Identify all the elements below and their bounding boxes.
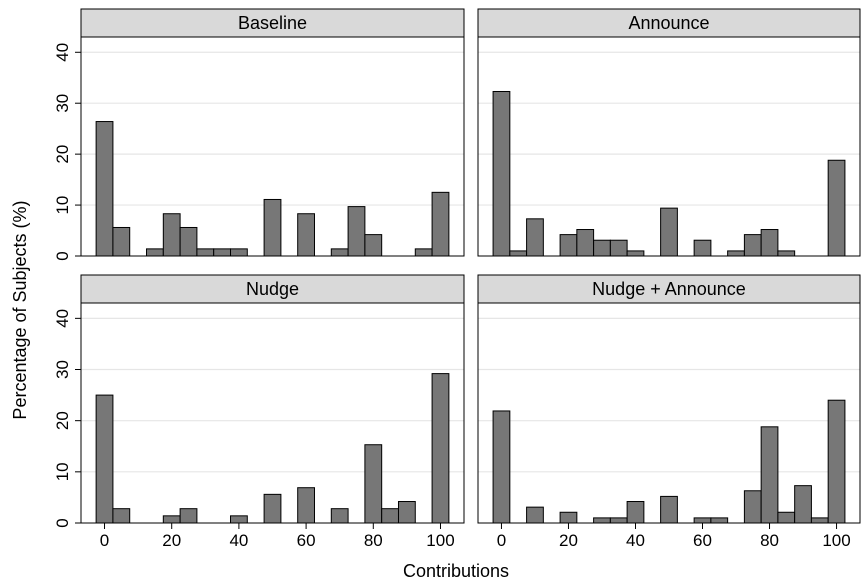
bar (593, 517, 611, 524)
y-tick-label: 0 (53, 251, 72, 260)
bar (230, 248, 248, 257)
bar (743, 490, 762, 524)
x-tick-label: 20 (162, 531, 181, 550)
bar (660, 207, 678, 257)
panel-title: Baseline (238, 13, 307, 33)
panel-header (477, 8, 861, 38)
panels-layer: Baseline 0 10 20 30 40 Announce Nudge 0 10 20 30 40 0… (53, 8, 861, 550)
bar (609, 239, 628, 257)
bar (693, 239, 712, 257)
panel-1: Baseline 0 10 20 30 40 (53, 8, 465, 261)
panel-header (80, 8, 465, 38)
bar (196, 248, 215, 257)
panel-3: Nudge 0 10 20 30 40 0 20 40 60 80 100 (53, 274, 465, 550)
x-tick-label: 80 (364, 531, 383, 550)
x-tick-label: 60 (693, 531, 712, 550)
bar (693, 517, 712, 524)
bar (593, 239, 611, 257)
bar (230, 515, 248, 524)
y-tick-label: 40 (53, 43, 72, 62)
bar (347, 206, 366, 257)
bar (414, 248, 433, 257)
y-tick-label: 0 (53, 518, 72, 527)
panel-2: Announce (477, 8, 861, 257)
bar (743, 234, 762, 257)
bar (559, 234, 578, 257)
y-tick-label: 20 (53, 145, 72, 164)
bar (330, 508, 349, 524)
plot-area (81, 303, 464, 523)
panel-header (80, 274, 465, 304)
bar (263, 493, 282, 524)
bar (609, 517, 628, 524)
y-tick-label: 10 (53, 462, 72, 481)
x-tick-label: 0 (497, 531, 506, 550)
bar (364, 234, 383, 257)
y-tick-label: 30 (53, 94, 72, 113)
panel-header (477, 274, 861, 304)
bar (162, 515, 181, 524)
x-tick-label: 0 (100, 531, 109, 550)
x-tick-label: 100 (822, 531, 850, 550)
panel-title: Announce (628, 13, 709, 33)
bar (263, 198, 282, 257)
bar (492, 90, 511, 257)
bar (162, 213, 181, 257)
bar (509, 250, 528, 257)
bar (626, 501, 645, 524)
bar (526, 218, 544, 257)
panel-4: Nudge + Announce 0 20 40 60 80 100 (477, 274, 861, 550)
bar (576, 229, 595, 257)
panel-title: Nudge (246, 279, 299, 299)
x-tick-label: 40 (626, 531, 645, 550)
x-tick-label: 40 (229, 531, 248, 550)
bar (777, 511, 796, 524)
bar (95, 121, 114, 257)
bar (559, 511, 578, 524)
bar (179, 508, 198, 524)
x-tick-label: 80 (760, 531, 779, 550)
bar (492, 410, 511, 524)
bar (827, 399, 846, 524)
bar (660, 495, 678, 524)
x-axis-label: Contributions (403, 561, 509, 581)
bar (431, 191, 450, 257)
bar (213, 248, 232, 257)
panel-title: Nudge + Announce (592, 279, 746, 299)
bar (381, 508, 399, 524)
x-tick-label: 60 (297, 531, 316, 550)
y-tick-label: 10 (53, 196, 72, 215)
bar (827, 159, 846, 257)
bar (397, 501, 416, 524)
x-tick-label: 100 (426, 531, 454, 550)
bar (297, 213, 315, 257)
bar (710, 517, 729, 524)
x-tick-label: 20 (559, 531, 578, 550)
bar (330, 248, 349, 257)
bar (431, 373, 450, 524)
bar (626, 250, 645, 257)
bar (526, 506, 544, 524)
bar (364, 444, 383, 524)
y-axis-label: Percentage of Subjects (%) (10, 200, 30, 419)
y-tick-label: 30 (53, 360, 72, 379)
bar (760, 229, 779, 257)
bar (297, 487, 315, 524)
bar (760, 426, 779, 524)
bar (179, 226, 198, 257)
bar (727, 250, 745, 257)
bar (95, 394, 114, 524)
bar (112, 508, 131, 524)
bar (112, 226, 131, 257)
y-tick-label: 20 (53, 411, 72, 430)
y-tick-label: 40 (53, 309, 72, 328)
bar (146, 248, 164, 257)
bar (810, 517, 829, 524)
bar (777, 250, 796, 257)
bar (794, 485, 812, 524)
